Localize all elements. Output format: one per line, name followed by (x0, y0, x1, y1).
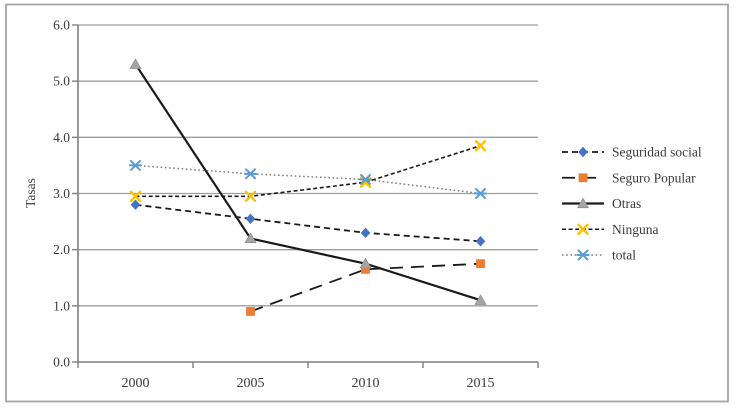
marker-otras-2015 (474, 294, 487, 305)
y-tick-label: 3.0 (53, 186, 70, 201)
series-line-seguridad-social (135, 203, 481, 243)
marker-total-2015 (473, 188, 488, 199)
legend-marker-total (576, 249, 590, 261)
marker-seguro-popular-2010 (361, 264, 370, 274)
series-seguro-popular (246, 259, 485, 316)
legend-item-seguro-popular: Seguro Popular (562, 170, 696, 185)
legend-marker-ninguna (577, 223, 589, 235)
legend: Seguridad social Seguro Popular Otras Ningu… (562, 145, 702, 263)
y-tick-label: 0.0 (53, 355, 70, 370)
x-tick-label: 2005 (237, 376, 265, 391)
marker-seguridad-social-2005 (245, 213, 256, 224)
legend-label: Seguridad social (612, 145, 702, 160)
marker-ninguna-2005 (244, 190, 257, 203)
marker-seguridad-social-2000 (130, 199, 141, 210)
legend-label: Otras (612, 196, 641, 211)
y-axis-title: Tasas (23, 178, 38, 208)
y-tick-label: 6.0 (53, 18, 70, 33)
x-tick-label: 2000 (122, 376, 150, 391)
legend-label: Ninguna (612, 222, 659, 237)
series-line-otras (134, 63, 481, 302)
marker-otras-2000 (129, 58, 142, 69)
series-line-ninguna (135, 144, 481, 198)
y-tick-label: 4.0 (53, 130, 70, 145)
marker-ninguna-2015 (474, 140, 487, 152)
y-tick-label: 2.0 (53, 242, 70, 257)
legend-item-total: total (562, 248, 636, 263)
legend-marker-otras (576, 197, 590, 209)
marker-total-2005 (243, 168, 258, 180)
y-tick-label: 5.0 (53, 74, 70, 89)
legend-item-ninguna: Ninguna (562, 222, 659, 237)
figure-border (5, 3, 729, 403)
marker-otras-2010 (359, 257, 372, 269)
marker-seguridad-social-2010 (360, 227, 371, 239)
legend-item-otras: Otras (562, 196, 641, 211)
marker-otras-2005 (244, 232, 257, 244)
x-tick-label: 2010 (352, 376, 380, 391)
legend-marker-seguridad-social (578, 146, 588, 158)
legend-label: Seguro Popular (612, 170, 696, 185)
series-line-seguro-popular (250, 262, 481, 313)
x-tick-label: 2015 (467, 376, 495, 391)
legend-item-seguridad-social: Seguridad social (562, 145, 702, 160)
marker-seguro-popular-2005 (246, 307, 255, 316)
series-line-total (135, 164, 481, 195)
marker-ninguna-2000 (129, 190, 142, 203)
marker-total-2010 (358, 173, 373, 185)
marker-total-2000 (128, 159, 143, 171)
series-total (128, 159, 488, 199)
series-seguridad-social (130, 199, 486, 247)
marker-seguridad-social-2015 (475, 236, 486, 247)
legend-marker-seguro-popular (578, 173, 588, 183)
y-tick-label: 1.0 (53, 298, 70, 313)
marker-seguro-popular-2015 (476, 259, 485, 269)
series-otras (129, 58, 487, 305)
legend-label: total (612, 248, 636, 263)
